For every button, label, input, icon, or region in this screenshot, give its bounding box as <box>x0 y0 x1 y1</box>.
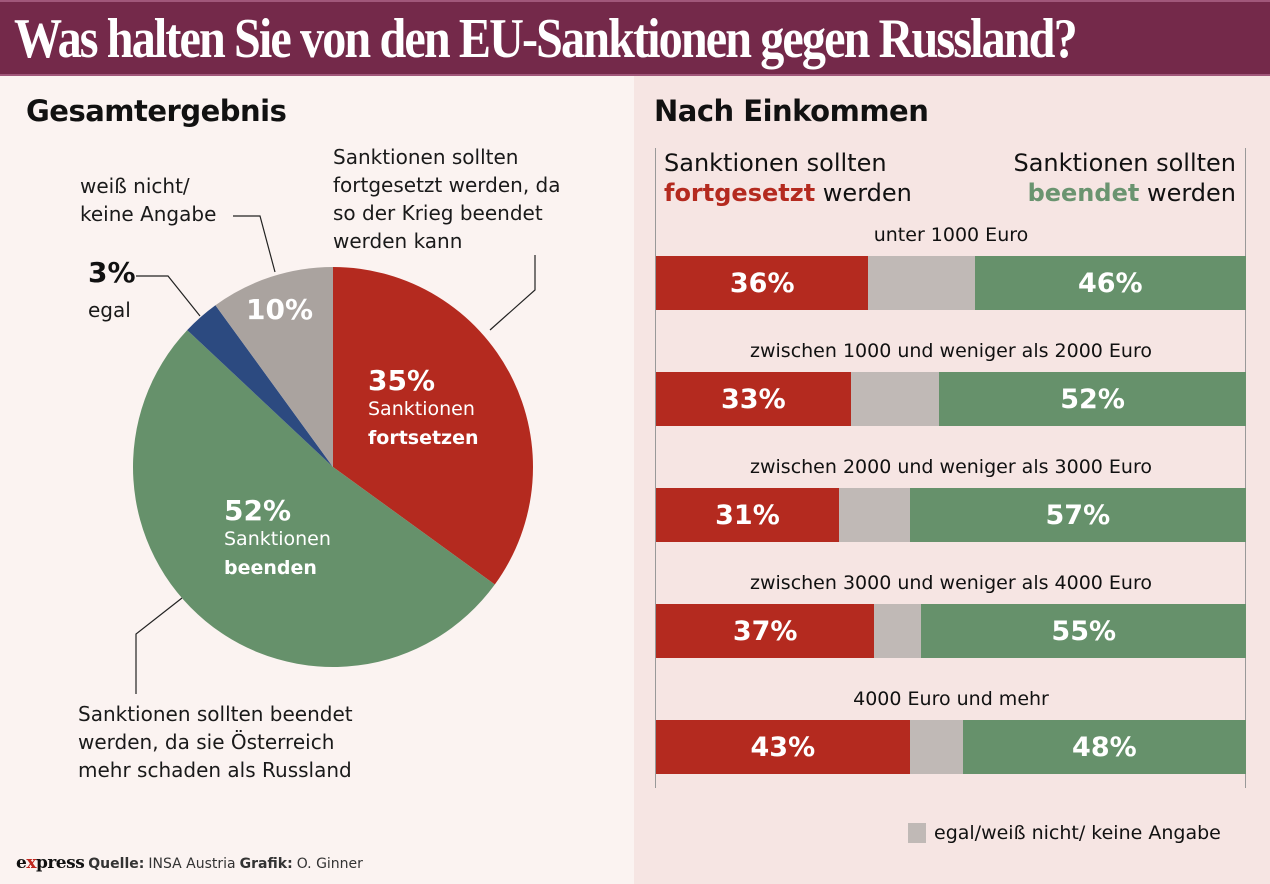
footer: express Quelle: INSA Austria Grafik: O. … <box>16 853 363 873</box>
annotation-fortsetzen: Sanktionen sollten fortgesetzt werden, d… <box>333 143 560 255</box>
bar-value-label: 36% <box>729 267 795 299</box>
graphic-value: O. Ginner <box>296 856 363 872</box>
bar-segment-beenden: 52% <box>939 372 1246 426</box>
annotation-line: weiß nicht/ <box>80 174 190 198</box>
pie-slice-beenden <box>132 330 495 668</box>
slice-percent: 10% <box>246 293 314 326</box>
graphic-label: Grafik: <box>239 856 293 872</box>
slice-text-bold: fortsetzen <box>368 427 479 449</box>
annotation-line: keine Angabe <box>80 202 217 226</box>
slice-text: Sanktionen <box>224 528 331 550</box>
pie-slice-weiss-nicht <box>215 267 333 467</box>
logo-text: e <box>16 853 27 873</box>
stacked-bar: 37% 55% <box>656 604 1246 658</box>
pie-slice-fortsetzen <box>333 267 534 585</box>
bar-segment-beenden: 46% <box>974 256 1246 310</box>
bar-value-label: 46% <box>1077 267 1143 299</box>
column-header-rest: werden <box>1139 179 1236 207</box>
legend: egal/weiß nicht/ keine Angabe <box>908 822 1221 844</box>
income-title: Nach Einkommen <box>654 94 929 128</box>
slice-text-bold: beenden <box>224 557 317 579</box>
egal-percent: 3% <box>88 256 136 289</box>
right-axis-line <box>1245 148 1246 788</box>
column-header-highlight: fortgesetzt <box>664 179 816 207</box>
bar-segment-egal <box>850 372 940 426</box>
header-banner: Was halten Sie von den EU-Sanktionen geg… <box>0 0 1270 76</box>
bar-segment-fortsetzen: 37% <box>656 604 875 658</box>
stacked-bar: 33% 52% <box>656 372 1246 426</box>
legend-swatch-grey <box>908 823 926 843</box>
bar-value-label: 52% <box>1060 383 1125 415</box>
bar-segment-egal <box>868 256 975 310</box>
bar-value-label: 43% <box>750 731 816 763</box>
slice-label-fortsetzen: 35% Sanktionen fortsetzen <box>368 366 479 453</box>
bar-value-label: 55% <box>1051 615 1117 647</box>
stacked-bar: 43% 48% <box>656 720 1246 774</box>
leader-line-weiss-nicht <box>233 215 276 273</box>
slice-text: Sanktionen <box>368 398 475 420</box>
slice-label-beenden: 52% Sanktionen beenden <box>224 496 331 583</box>
source-value: INSA Austria <box>148 856 236 872</box>
bar-value-label: 33% <box>721 383 786 415</box>
logo-text: press <box>35 853 85 873</box>
slice-percent: 52% <box>224 494 292 527</box>
legend-label: egal/weiß nicht/ keine Angabe <box>934 822 1221 844</box>
bar-segment-egal <box>838 488 910 542</box>
page-title: Was halten Sie von den EU-Sanktionen geg… <box>14 8 1078 70</box>
bar-segment-egal <box>909 720 963 774</box>
bar-segment-fortsetzen: 43% <box>656 720 910 774</box>
category-label: zwischen 1000 und weniger als 2000 Euro <box>750 340 1152 362</box>
annotation-line: werden kann <box>333 229 463 253</box>
stacked-bar: 36% 46% <box>656 256 1246 310</box>
bar-segment-fortsetzen: 36% <box>656 256 869 310</box>
bar-segment-beenden: 57% <box>909 488 1246 542</box>
bar-segment-fortsetzen: 31% <box>656 488 839 542</box>
column-header-line: Sanktionen sollten <box>664 149 887 177</box>
column-header-beenden: Sanktionen sollten beendet werden <box>1013 148 1236 208</box>
bar-value-label: 31% <box>715 499 780 531</box>
logo-x: x <box>26 853 36 873</box>
source-label: Quelle: <box>88 856 145 872</box>
column-header-line: Sanktionen sollten <box>1013 149 1236 177</box>
category-label: zwischen 3000 und weniger als 4000 Euro <box>750 572 1152 594</box>
slice-percent: 35% <box>368 364 436 397</box>
bar-value-label: 57% <box>1045 499 1111 531</box>
bar-segment-beenden: 48% <box>962 720 1246 774</box>
category-label: 4000 Euro und mehr <box>853 688 1049 710</box>
express-logo: express <box>16 853 85 873</box>
annotation-line: so der Krieg beendet <box>333 201 543 225</box>
annotation-beenden: Sanktionen sollten beendet werden, da si… <box>78 700 353 784</box>
pie-slice-egal <box>187 305 333 467</box>
category-label: unter 1000 Euro <box>873 224 1029 246</box>
column-header-fortsetzen: Sanktionen sollten fortgesetzt werden <box>664 148 912 208</box>
slice-label-weiss-nicht: 10% <box>246 295 313 328</box>
column-header-rest: werden <box>815 179 912 207</box>
pie-chart <box>132 215 536 694</box>
bar-segment-beenden: 55% <box>921 604 1246 658</box>
bar-value-label: 48% <box>1072 731 1137 763</box>
category-label: zwischen 2000 und weniger als 3000 Euro <box>750 456 1152 478</box>
annotation-weiss-nicht: weiß nicht/ keine Angabe <box>80 172 216 228</box>
annotation-line: Sanktionen sollten <box>333 145 519 169</box>
leader-line-egal <box>136 275 201 317</box>
bar-segment-egal <box>874 604 922 658</box>
annotation-line: werden, da sie Österreich <box>78 730 335 754</box>
egal-label: egal <box>88 298 131 322</box>
bar-value-label: 37% <box>732 615 798 647</box>
leader-line-beenden <box>135 597 183 694</box>
column-header-highlight: beendet <box>1027 179 1140 207</box>
leader-line-fortsetzen <box>489 255 536 331</box>
stacked-bar: 31% 57% <box>656 488 1246 542</box>
overall-title: Gesamtergebnis <box>26 94 287 128</box>
bar-segment-fortsetzen: 33% <box>656 372 851 426</box>
left-axis-line <box>655 148 656 788</box>
annotation-line: fortgesetzt werden, da <box>333 173 561 197</box>
annotation-line: Sanktionen sollten beendet <box>78 702 353 726</box>
annotation-line: mehr schaden als Russland <box>78 758 352 782</box>
